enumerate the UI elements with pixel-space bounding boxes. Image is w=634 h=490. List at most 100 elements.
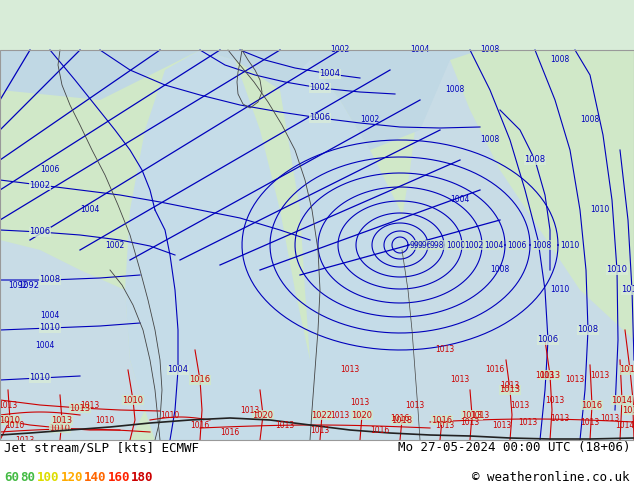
Text: 1022: 1022	[311, 411, 332, 419]
Text: 1092: 1092	[8, 280, 28, 290]
Text: 80: 80	[20, 471, 36, 484]
Text: 1010: 1010	[95, 416, 115, 424]
Text: 1016: 1016	[391, 414, 410, 422]
Text: 1013: 1013	[81, 400, 100, 410]
Text: 1010: 1010	[5, 420, 25, 430]
Text: 1000: 1000	[446, 241, 465, 249]
Text: 1013: 1013	[470, 411, 489, 419]
Text: 1014: 1014	[623, 406, 634, 415]
Text: 1013: 1013	[70, 403, 91, 413]
Text: 1010: 1010	[30, 373, 51, 383]
Text: 1010: 1010	[590, 205, 610, 215]
Text: 1092: 1092	[18, 280, 39, 290]
Text: 1008: 1008	[39, 275, 61, 285]
Polygon shape	[400, 50, 634, 440]
Text: 1010: 1010	[560, 241, 579, 249]
Text: 1013: 1013	[535, 370, 555, 379]
Text: 1013: 1013	[460, 417, 480, 426]
Text: 1004: 1004	[450, 196, 470, 204]
Text: 1004: 1004	[410, 46, 430, 54]
Text: 1004: 1004	[36, 341, 55, 349]
Text: 1013: 1013	[436, 420, 455, 430]
Text: 1006: 1006	[309, 114, 330, 122]
Text: 1008: 1008	[481, 136, 500, 145]
Text: 1016: 1016	[190, 375, 210, 385]
Text: © weatheronline.co.uk: © weatheronline.co.uk	[472, 471, 630, 484]
Polygon shape	[125, 50, 310, 440]
Text: 1010: 1010	[160, 411, 179, 419]
Text: 1008: 1008	[532, 241, 551, 249]
Text: 1008: 1008	[580, 116, 600, 124]
Text: 120: 120	[60, 471, 83, 484]
Text: 140: 140	[84, 471, 107, 484]
Text: 1013: 1013	[619, 366, 634, 374]
Text: 1016: 1016	[221, 427, 240, 437]
Text: 1020: 1020	[351, 411, 373, 419]
Text: 1008: 1008	[524, 155, 546, 165]
Text: 1016: 1016	[581, 400, 602, 410]
Text: 1010: 1010	[49, 423, 70, 433]
Text: 1013: 1013	[600, 414, 619, 422]
Text: 1010: 1010	[39, 323, 60, 333]
Text: 1010: 1010	[621, 286, 634, 294]
Text: 1013: 1013	[545, 395, 565, 405]
Text: 1013: 1013	[493, 420, 512, 430]
Text: 1016: 1016	[370, 425, 390, 435]
Text: 160: 160	[108, 471, 130, 484]
Text: 1016: 1016	[432, 416, 453, 424]
Text: 1013: 1013	[340, 366, 359, 374]
Text: 1006: 1006	[507, 241, 526, 249]
Text: 1002: 1002	[464, 241, 483, 249]
Text: 1008: 1008	[445, 85, 465, 95]
Text: 1013: 1013	[275, 420, 295, 430]
Text: 1004: 1004	[484, 241, 503, 249]
Bar	[0, 440, 634, 490]
Text: Jet stream/SLP [kts] ECMWF: Jet stream/SLP [kts] ECMWF	[4, 441, 199, 454]
Text: 1010: 1010	[0, 416, 20, 424]
Text: 1013: 1013	[510, 400, 529, 410]
Text: 1013: 1013	[462, 411, 482, 419]
Text: 100: 100	[37, 471, 60, 484]
Text: 1013: 1013	[351, 397, 370, 407]
Text: 1008: 1008	[550, 55, 569, 65]
Text: 1006: 1006	[41, 166, 60, 174]
Text: 998: 998	[430, 241, 444, 249]
Text: 1013: 1013	[311, 425, 330, 435]
Text: 1002: 1002	[105, 241, 125, 249]
Text: 1013: 1013	[0, 400, 18, 410]
Text: 1013: 1013	[519, 417, 538, 426]
Text: 1013: 1013	[500, 386, 521, 394]
Bar	[0, 50, 634, 440]
Polygon shape	[0, 50, 634, 150]
Text: 1008: 1008	[481, 46, 500, 54]
Text: 1008: 1008	[578, 325, 598, 335]
Text: 1004: 1004	[41, 311, 60, 319]
Text: 1010: 1010	[550, 286, 569, 294]
Text: 1013: 1013	[15, 436, 35, 444]
Text: 1016: 1016	[486, 366, 505, 374]
Polygon shape	[0, 240, 145, 440]
Text: 1004: 1004	[167, 366, 188, 374]
Text: 1004: 1004	[81, 205, 100, 215]
Text: 1014: 1014	[616, 420, 634, 430]
Text: 1013: 1013	[405, 400, 425, 410]
Text: 1010: 1010	[607, 266, 628, 274]
Text: 1004: 1004	[320, 70, 340, 78]
Text: 1013: 1013	[240, 406, 260, 415]
Text: 1013: 1013	[550, 414, 569, 422]
Text: 1010: 1010	[122, 395, 143, 405]
Text: 1016: 1016	[190, 420, 210, 430]
Text: 1008: 1008	[490, 266, 510, 274]
Text: 1013: 1013	[436, 345, 455, 354]
Text: 1013: 1013	[590, 370, 610, 379]
Text: 1014: 1014	[612, 395, 633, 405]
Text: 1013: 1013	[450, 375, 470, 385]
Text: Mo 27-05-2024 00:00 UTC (18+06): Mo 27-05-2024 00:00 UTC (18+06)	[398, 441, 630, 454]
Text: 60: 60	[4, 471, 19, 484]
Text: 994: 994	[410, 241, 425, 249]
Text: 1013: 1013	[566, 375, 585, 385]
Text: 180: 180	[131, 471, 153, 484]
Text: 1018: 1018	[391, 416, 413, 424]
Text: 1002: 1002	[360, 116, 380, 124]
Text: 1013: 1013	[330, 411, 349, 419]
